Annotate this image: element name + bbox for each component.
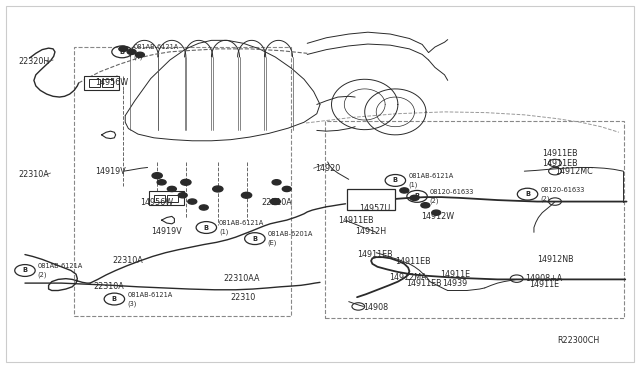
Text: 14912W: 14912W — [421, 212, 454, 221]
Text: 14911EB: 14911EB — [338, 216, 374, 225]
Bar — [325, 121, 624, 318]
Text: (4): (4) — [134, 53, 143, 60]
Text: (E): (E) — [268, 240, 277, 246]
Text: 14912MC: 14912MC — [555, 167, 593, 176]
Text: 22310A: 22310A — [19, 170, 49, 179]
Text: 081AB-6121A: 081AB-6121A — [219, 220, 264, 226]
Circle shape — [157, 180, 166, 185]
Text: 14912MA: 14912MA — [389, 273, 427, 282]
Circle shape — [127, 49, 136, 54]
Text: (1): (1) — [408, 182, 417, 188]
Text: 14912NB: 14912NB — [537, 255, 573, 264]
Text: (3): (3) — [127, 300, 136, 307]
Text: R22300CH: R22300CH — [557, 336, 600, 346]
Text: 14911EB: 14911EB — [542, 149, 578, 158]
Circle shape — [178, 193, 187, 198]
Text: 14908: 14908 — [364, 303, 388, 312]
Circle shape — [212, 186, 223, 192]
Text: 081AB-6121A: 081AB-6121A — [134, 44, 179, 50]
Circle shape — [136, 52, 145, 57]
FancyBboxPatch shape — [84, 76, 119, 90]
Text: 22310A: 22310A — [93, 282, 124, 291]
Text: 14919V: 14919V — [95, 167, 126, 176]
Text: 14908+A: 14908+A — [525, 274, 563, 283]
Text: 22310A: 22310A — [261, 198, 292, 207]
Text: 14911EB: 14911EB — [542, 158, 578, 167]
Text: 14957U: 14957U — [360, 205, 391, 214]
FancyBboxPatch shape — [154, 195, 166, 202]
Text: B: B — [204, 225, 209, 231]
Text: 14911E: 14911E — [529, 280, 559, 289]
Text: 081AB-6121A: 081AB-6121A — [38, 263, 83, 269]
Circle shape — [180, 179, 191, 185]
Circle shape — [410, 195, 419, 201]
Text: 22310A: 22310A — [113, 256, 143, 265]
Circle shape — [119, 46, 128, 51]
Text: B: B — [415, 193, 420, 199]
Circle shape — [272, 180, 281, 185]
Text: B: B — [252, 235, 257, 242]
Text: B: B — [393, 177, 398, 183]
Text: B: B — [112, 296, 117, 302]
FancyBboxPatch shape — [167, 195, 178, 202]
Text: (1): (1) — [219, 229, 228, 235]
Text: 14920: 14920 — [315, 164, 340, 173]
Text: (2): (2) — [430, 198, 439, 204]
Circle shape — [241, 192, 252, 198]
Text: 14919V: 14919V — [151, 227, 182, 236]
Text: (2): (2) — [540, 195, 550, 202]
Bar — [74, 46, 291, 317]
Text: 14956W: 14956W — [140, 198, 173, 207]
Text: 14911EB: 14911EB — [357, 250, 393, 259]
Circle shape — [421, 203, 430, 208]
FancyBboxPatch shape — [347, 189, 395, 210]
Text: 14911E: 14911E — [440, 270, 470, 279]
Circle shape — [152, 173, 163, 179]
Circle shape — [188, 199, 196, 204]
Text: (2): (2) — [38, 272, 47, 278]
Text: 14911EB: 14911EB — [396, 257, 431, 266]
Circle shape — [400, 188, 409, 193]
Circle shape — [432, 210, 441, 215]
Text: 081AB-6121A: 081AB-6121A — [408, 173, 453, 179]
Circle shape — [168, 186, 176, 192]
Circle shape — [199, 205, 208, 210]
Text: B: B — [525, 191, 530, 197]
Text: B: B — [120, 49, 125, 55]
Text: 14912H: 14912H — [355, 227, 387, 236]
Text: 14956W: 14956W — [95, 78, 129, 87]
FancyBboxPatch shape — [149, 191, 184, 205]
Text: 08120-61633: 08120-61633 — [540, 187, 585, 193]
Text: 08120-61633: 08120-61633 — [430, 189, 474, 195]
FancyBboxPatch shape — [89, 79, 100, 87]
Text: 081AB-6121A: 081AB-6121A — [127, 292, 172, 298]
Text: 081AB-6201A: 081AB-6201A — [268, 231, 313, 237]
Text: 14939: 14939 — [443, 279, 468, 288]
Text: 22320H: 22320H — [19, 57, 50, 66]
Text: B: B — [22, 267, 28, 273]
Text: 22310: 22310 — [230, 293, 256, 302]
Circle shape — [282, 186, 291, 192]
Circle shape — [270, 199, 280, 205]
Text: 22310AA: 22310AA — [223, 274, 259, 283]
Text: 14911EB: 14911EB — [406, 279, 442, 288]
FancyBboxPatch shape — [102, 79, 113, 87]
